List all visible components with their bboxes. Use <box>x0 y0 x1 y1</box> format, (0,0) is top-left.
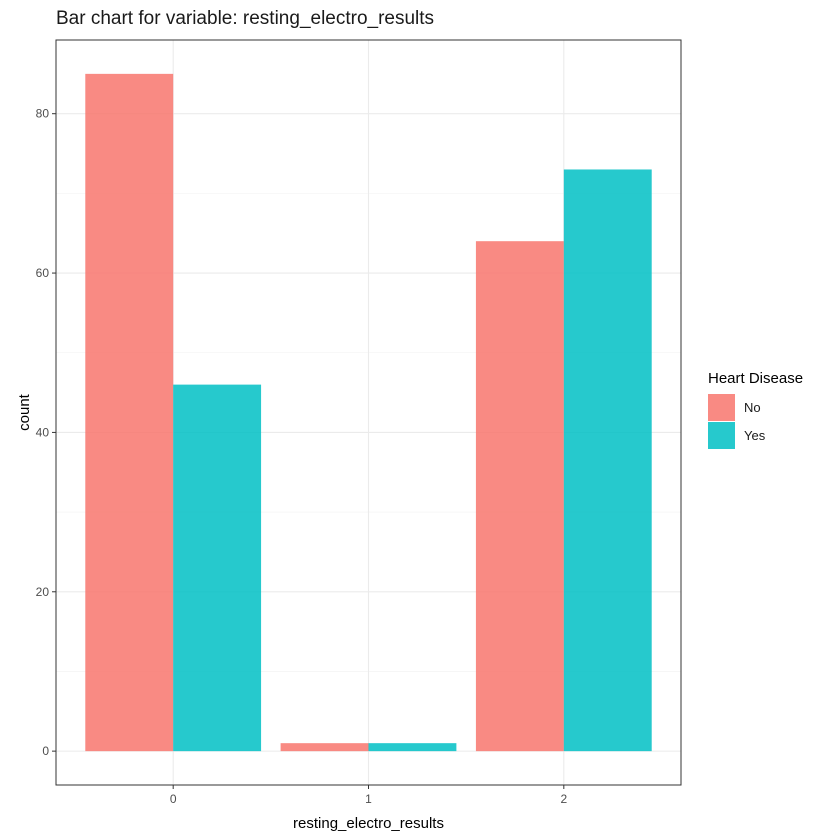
x-axis-title: resting_electro_results <box>293 815 444 832</box>
legend-key-no <box>708 393 735 421</box>
y-tick-label: 80 <box>36 107 50 121</box>
bar-yes-2 <box>563 169 652 752</box>
y-tick-label: 20 <box>36 585 50 599</box>
bar-no-2 <box>475 241 564 752</box>
chart-title: Bar chart for variable: resting_electro_… <box>56 8 435 29</box>
legend: Heart Disease No Yes <box>708 370 803 449</box>
y-tick-label: 40 <box>36 425 50 439</box>
legend-item-no: No <box>708 393 803 421</box>
x-axis: 0 1 2 <box>170 785 567 806</box>
legend-key-yes <box>708 421 735 449</box>
legend-title: Heart Disease <box>708 370 804 387</box>
x-tick-label: 2 <box>560 792 567 806</box>
y-axis-title: count <box>16 393 33 431</box>
legend-item-yes: Yes <box>708 421 803 449</box>
x-tick-label: 0 <box>170 792 177 806</box>
y-tick-label: 60 <box>36 266 50 280</box>
y-axis: 0 20 40 60 80 <box>36 107 56 758</box>
bars <box>85 73 652 752</box>
legend-label-no: No <box>744 399 761 415</box>
x-tick-label: 1 <box>365 792 372 806</box>
y-tick-label: 0 <box>42 744 49 758</box>
bar-yes-1 <box>368 743 457 752</box>
bar-yes-0 <box>173 384 262 752</box>
bar-no-1 <box>280 743 369 752</box>
bar-no-0 <box>85 73 174 752</box>
legend-label-yes: Yes <box>744 427 766 443</box>
